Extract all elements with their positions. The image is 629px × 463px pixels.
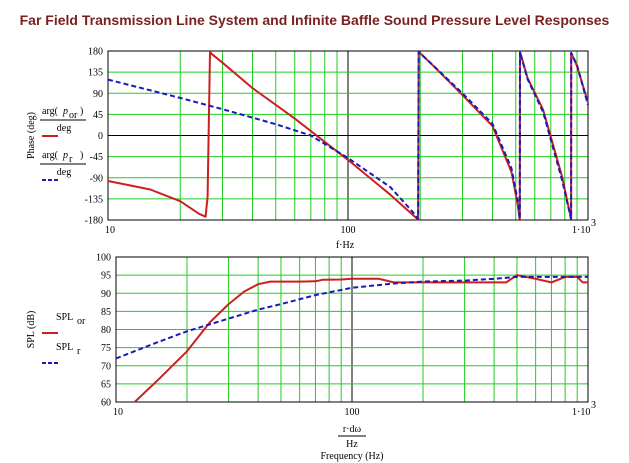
- phase-y-tick-label: 0: [98, 131, 103, 142]
- legend-expr: SPL: [56, 342, 73, 353]
- legend-expr: p: [62, 106, 68, 117]
- spl-y-tick-label: 85: [101, 307, 111, 318]
- phase-y-tick-label: -135: [85, 194, 103, 205]
- phase-x-tick-label: 100: [341, 225, 356, 236]
- phase-y-tick-label: 180: [88, 47, 103, 58]
- phase-y-tick-label: -45: [90, 152, 103, 163]
- phase-frame: [107, 50, 589, 221]
- spl-x-tick-label: 100: [345, 407, 360, 418]
- legend-subscript: or: [77, 316, 86, 327]
- legend-subscript: r: [69, 154, 73, 165]
- phase-x-tick-exponent: 3: [591, 218, 596, 229]
- spl-y-tick-label: 60: [101, 398, 111, 409]
- legend-denominator: deg: [57, 123, 71, 134]
- phase-y-tick-label: -90: [90, 173, 103, 184]
- phase-y-tick-label: -180: [85, 216, 103, 227]
- legend-expr: ): [80, 106, 83, 117]
- phase-y-tick-label: 45: [93, 110, 103, 121]
- spl-y-tick-label: 80: [101, 325, 111, 336]
- spl-y-tick-label: 95: [101, 271, 111, 282]
- spl-legend-solid: SPL or: [42, 312, 86, 334]
- phase-x-tick-label: 1·10: [572, 225, 590, 236]
- spl-y-axis-label: SPL (dB): [26, 311, 37, 349]
- legend-expr: arg(: [42, 150, 59, 161]
- chart-title: Far Field Transmission Line System and I…: [19, 12, 610, 28]
- spl-y-tick-label: 90: [101, 289, 111, 300]
- legend-expr: arg(: [42, 106, 59, 117]
- phase-y-tick-label: 90: [93, 89, 103, 100]
- spl-x-tick-label: 1·10: [572, 407, 590, 418]
- legend-subscript: r: [77, 346, 81, 357]
- spl-y-tick-label: 65: [101, 379, 111, 390]
- legend-expr: SPL: [56, 312, 73, 323]
- legend-expr: p: [62, 150, 68, 161]
- phase-series-solid: [107, 50, 589, 221]
- legend-expr: ): [80, 150, 83, 161]
- spl-y-tick-label: 100: [96, 253, 111, 264]
- spl-series-solid: [134, 274, 588, 403]
- spl-x-axis-label: Frequency (Hz): [320, 451, 383, 462]
- phase-legend-solid: arg(p or) deg: [40, 106, 86, 137]
- spl-x-tick-label: 10: [113, 407, 123, 418]
- phase-y-tick-label: 135: [88, 68, 103, 79]
- spl-x-axis-denominator: Hz: [346, 439, 358, 450]
- phase-series-dashed: [107, 50, 589, 221]
- legend-denominator: deg: [57, 167, 71, 178]
- spl-series-dashed: [115, 275, 588, 360]
- phase-legend-dashed: arg(p r) deg: [40, 150, 86, 181]
- phase-x-axis-label: f·Hz: [336, 240, 355, 251]
- spl-y-tick-label: 75: [101, 343, 111, 354]
- spl-x-tick-exponent: 3: [591, 400, 596, 411]
- spl-legend-dashed: SPL r: [42, 342, 81, 364]
- spl-x-axis-expr: r·dω: [343, 424, 362, 435]
- spl-y-tick-label: 70: [101, 361, 111, 372]
- phase-y-axis-label: Phase (deg): [26, 112, 37, 159]
- phase-x-tick-label: 10: [105, 225, 115, 236]
- spl-frame: [115, 256, 589, 403]
- legend-subscript: or: [69, 110, 78, 121]
